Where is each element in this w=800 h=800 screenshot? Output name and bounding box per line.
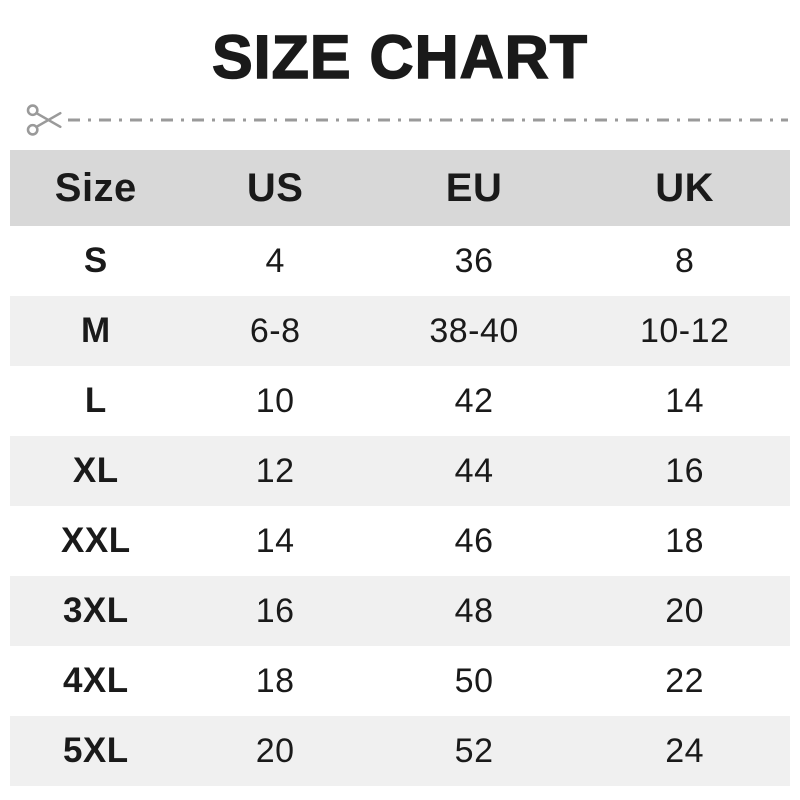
- eu-value: 48: [454, 591, 494, 630]
- eu-value: 42: [454, 381, 494, 420]
- us-value: 6-8: [249, 311, 301, 350]
- uk-value: 10-12: [639, 311, 730, 350]
- table-row-xl: XL 12 44 16: [10, 436, 790, 506]
- table-row-5xl: 5XL 20 52 24: [10, 716, 790, 786]
- scissors-icon: [26, 104, 62, 136]
- us-value: 12: [255, 451, 295, 490]
- uk-value: 20: [665, 591, 705, 630]
- size-label: 4XL: [62, 661, 129, 700]
- uk-value: 18: [665, 521, 705, 560]
- table-row-4xl: 4XL 18 50 22: [10, 646, 790, 716]
- uk-value: 22: [665, 661, 705, 700]
- table-header-row: Size US EU UK: [10, 150, 790, 226]
- eu-value: 50: [454, 661, 494, 700]
- column-header-us: US: [246, 165, 304, 210]
- table-body: S 4 36 8 M 6-8 38-40 10-12 L 10 42 14 XL…: [10, 226, 790, 786]
- us-value: 20: [255, 731, 295, 770]
- us-value: 14: [255, 521, 295, 560]
- eu-value: 44: [454, 451, 494, 490]
- table-row-3xl: 3XL 16 48 20: [10, 576, 790, 646]
- cut-line: [26, 98, 788, 142]
- eu-value: 36: [454, 241, 494, 280]
- size-label: XL: [72, 451, 119, 490]
- uk-value: 14: [665, 381, 705, 420]
- eu-value: 52: [454, 731, 494, 770]
- column-header-eu: EU: [445, 165, 503, 210]
- eu-value: 38-40: [429, 311, 519, 350]
- page-title: SIZE CHART: [211, 23, 588, 91]
- table-row-l: L 10 42 14: [10, 366, 790, 436]
- size-label: XXL: [61, 521, 131, 560]
- us-value: 10: [255, 381, 295, 420]
- size-label: M: [80, 311, 111, 350]
- size-label: L: [84, 381, 107, 420]
- size-label: 5XL: [62, 731, 129, 770]
- us-value: 4: [265, 241, 285, 280]
- size-label: 3XL: [62, 591, 129, 630]
- size-table: Size US EU UK S 4 36 8 M 6-8 38-40 10-12…: [10, 150, 790, 786]
- table-row-m: M 6-8 38-40 10-12: [10, 296, 790, 366]
- column-header-uk: UK: [655, 165, 715, 210]
- us-value: 16: [255, 591, 295, 630]
- dashed-cut-line: [68, 118, 788, 122]
- uk-value: 16: [665, 451, 705, 490]
- us-value: 18: [255, 661, 295, 700]
- eu-value: 46: [454, 521, 494, 560]
- table-row-s: S 4 36 8: [10, 226, 790, 296]
- size-label: S: [83, 241, 108, 280]
- table-row-xxl: XXL 14 46 18: [10, 506, 790, 576]
- column-header-size: Size: [54, 165, 137, 210]
- uk-value: 24: [665, 731, 705, 770]
- uk-value: 8: [674, 241, 695, 280]
